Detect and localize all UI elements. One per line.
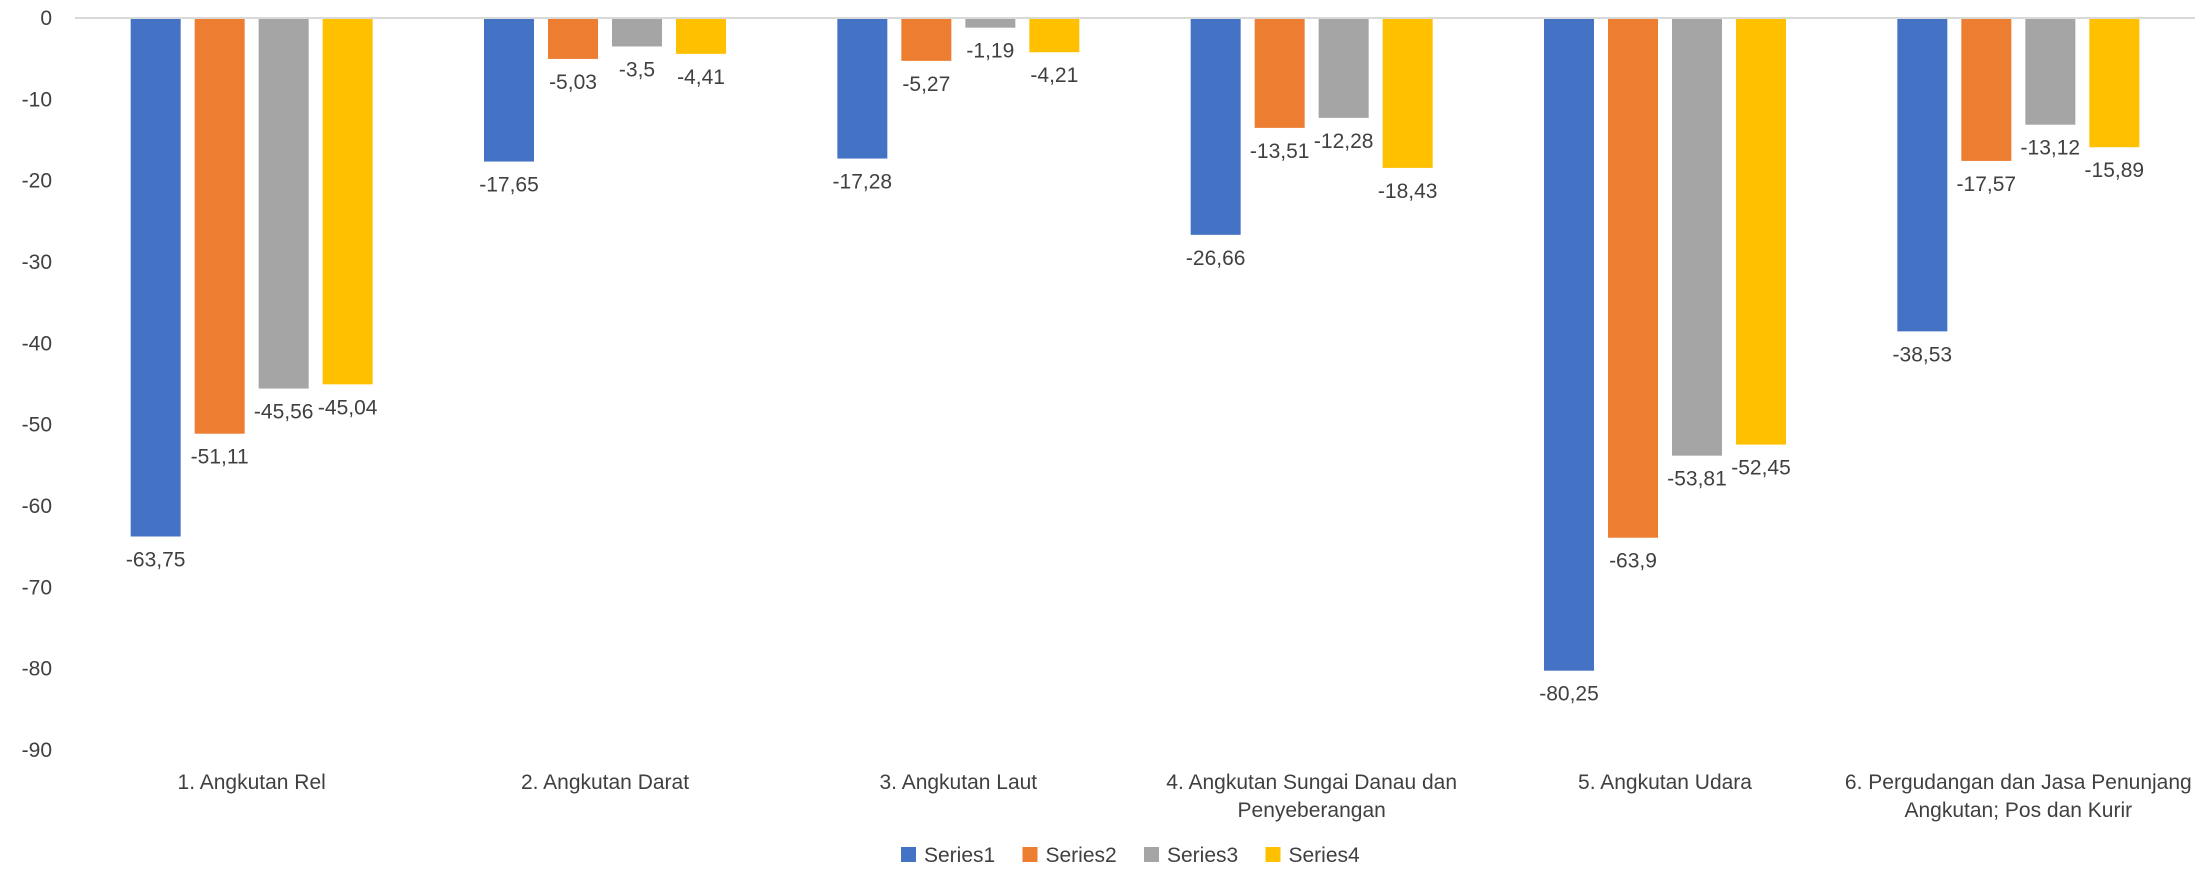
data-label: -1,19 [966, 40, 1014, 63]
data-label: -63,75 [126, 549, 186, 572]
bar [901, 18, 952, 61]
y-tick-label: -40 [22, 332, 52, 355]
data-label: -45,56 [254, 401, 314, 424]
legend-swatch [1265, 847, 1281, 862]
data-label: -4,41 [677, 66, 725, 89]
y-tick-label: -20 [22, 170, 52, 193]
data-label: -80,25 [1539, 683, 1599, 706]
category-label: 3. Angkutan Laut [880, 771, 1038, 794]
y-tick-label: -90 [22, 739, 52, 762]
bar [837, 18, 888, 159]
legend-label: Series1 [924, 844, 995, 867]
data-label: -5,27 [902, 73, 950, 96]
category-label: 6. Pergudangan dan Jasa Penunjang [1845, 771, 2192, 794]
data-label: -45,04 [318, 396, 378, 419]
data-label: -38,53 [1893, 343, 1953, 366]
category-label: Angkutan; Pos dan Kurir [1905, 799, 2133, 822]
bar [1318, 18, 1369, 118]
data-label: -3,5 [619, 58, 655, 81]
data-label: -17,65 [479, 174, 539, 197]
category-label: 2. Angkutan Darat [521, 771, 689, 794]
legend-swatch [1144, 847, 1159, 862]
y-tick-label: -10 [22, 88, 52, 111]
bar [1961, 18, 2012, 161]
data-label: -18,43 [1378, 180, 1438, 203]
category-label: Penyeberangan [1238, 799, 1386, 822]
bar [2089, 18, 2140, 148]
bar [1029, 18, 1080, 53]
legend: Series1 Series2 Series3 Series4 [901, 844, 1360, 867]
data-label: -13,51 [1250, 140, 1310, 163]
bar [2025, 18, 2076, 125]
bar [1608, 18, 1658, 538]
data-label: -15,89 [2085, 159, 2145, 182]
bar [258, 18, 309, 389]
bar [1190, 18, 1241, 235]
data-labels: -63,75-51,11-45,56 -45,04-17,65-5,03-3,5-… [126, 40, 2144, 706]
category-label: 5. Angkutan Udara [1578, 771, 1752, 794]
y-tick-label: -60 [22, 495, 52, 518]
bar [676, 18, 726, 54]
x-axis-categories: 1. Angkutan Rel 2. Angkutan Darat 3. Angku… [178, 771, 2192, 822]
y-tick-label: -50 [22, 414, 52, 437]
data-label: -5,03 [549, 71, 597, 94]
data-label: -52,45 [1731, 457, 1791, 480]
data-label: -53,81 [1667, 468, 1727, 491]
data-label: -12,28 [1314, 130, 1374, 153]
y-tick-label: -80 [22, 658, 52, 681]
bar [484, 18, 534, 162]
data-label: -26,66 [1186, 247, 1246, 270]
data-label: -17,57 [1957, 173, 2017, 196]
data-label: -51,11 [191, 446, 249, 469]
bar [1544, 18, 1594, 671]
data-label: -17,28 [833, 171, 893, 194]
y-tick-label: 0 [40, 7, 52, 30]
y-tick-label: -70 [22, 576, 52, 599]
data-label: -63,9 [1609, 550, 1657, 573]
bar [548, 18, 598, 59]
bar [965, 18, 1016, 28]
bar [1897, 18, 1948, 332]
legend-label: Series4 [1289, 844, 1361, 867]
category-label: 1. Angkutan Rel [178, 771, 326, 794]
bars-group [130, 18, 2140, 671]
legend-swatch [1022, 847, 1038, 862]
bar [130, 18, 181, 537]
legend-label: Series2 [1046, 844, 1117, 867]
bar [1254, 18, 1305, 128]
legend-swatch [901, 847, 916, 862]
bar [322, 18, 373, 385]
data-label: -13,12 [2021, 137, 2081, 160]
bar [1382, 18, 1433, 168]
bar [612, 18, 662, 47]
bar [1672, 18, 1722, 456]
bar [194, 18, 245, 434]
data-label: -4,21 [1030, 64, 1078, 87]
y-axis-ticks: 0 -10 -20 -30 -40 -50 -60 -70 -80 -90 [22, 7, 52, 762]
legend-label: Series3 [1167, 844, 1238, 867]
category-label: 4. Angkutan Sungai Danau dan [1166, 771, 1457, 794]
y-tick-label: -30 [22, 251, 52, 274]
bar [1736, 18, 1786, 445]
